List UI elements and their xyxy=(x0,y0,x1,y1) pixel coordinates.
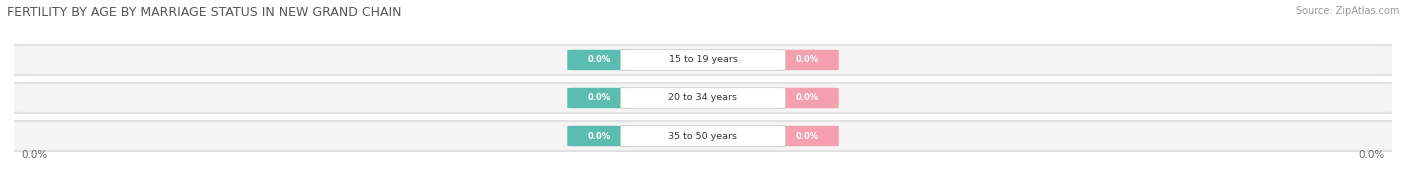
FancyBboxPatch shape xyxy=(775,126,839,146)
Text: 20 to 34 years: 20 to 34 years xyxy=(668,93,738,103)
FancyBboxPatch shape xyxy=(620,50,786,70)
FancyBboxPatch shape xyxy=(620,88,786,108)
Text: 0.0%: 0.0% xyxy=(796,132,818,141)
FancyBboxPatch shape xyxy=(0,121,1406,151)
Text: 0.0%: 0.0% xyxy=(796,55,818,64)
FancyBboxPatch shape xyxy=(567,50,631,70)
FancyBboxPatch shape xyxy=(567,126,631,146)
Text: Source: ZipAtlas.com: Source: ZipAtlas.com xyxy=(1295,6,1399,16)
FancyBboxPatch shape xyxy=(11,122,1395,150)
Text: FERTILITY BY AGE BY MARRIAGE STATUS IN NEW GRAND CHAIN: FERTILITY BY AGE BY MARRIAGE STATUS IN N… xyxy=(7,6,402,19)
Text: 15 to 19 years: 15 to 19 years xyxy=(669,55,737,64)
FancyBboxPatch shape xyxy=(11,84,1395,112)
Text: 0.0%: 0.0% xyxy=(1358,150,1385,160)
FancyBboxPatch shape xyxy=(775,50,839,70)
FancyBboxPatch shape xyxy=(0,45,1406,75)
FancyBboxPatch shape xyxy=(567,88,631,108)
Text: 0.0%: 0.0% xyxy=(588,132,610,141)
Text: 0.0%: 0.0% xyxy=(588,93,610,103)
FancyBboxPatch shape xyxy=(620,126,786,146)
FancyBboxPatch shape xyxy=(0,83,1406,113)
Text: 0.0%: 0.0% xyxy=(21,150,48,160)
Text: 0.0%: 0.0% xyxy=(588,55,610,64)
FancyBboxPatch shape xyxy=(775,88,839,108)
Text: 0.0%: 0.0% xyxy=(796,93,818,103)
Text: 35 to 50 years: 35 to 50 years xyxy=(668,132,738,141)
FancyBboxPatch shape xyxy=(11,46,1395,74)
